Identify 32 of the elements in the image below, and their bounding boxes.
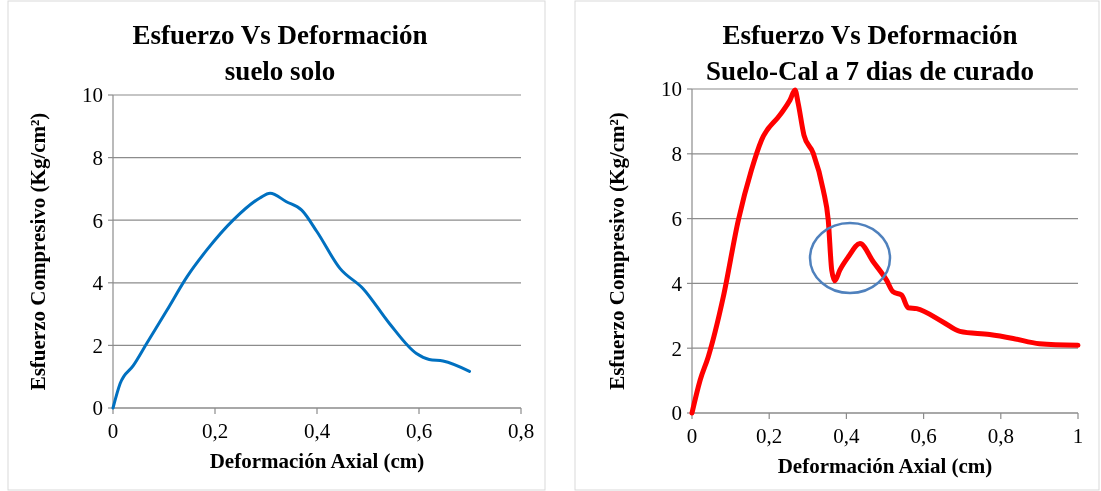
y-axis-title: Esfuerzo Compresivo (Kg/cm²) [26, 112, 50, 391]
y-axis-title: Esfuerzo Compresivo (Kg/cm²) [605, 112, 629, 390]
x-axis-title: Deformación Axial (cm) [209, 449, 425, 473]
x-tick-label: 0,6 [910, 424, 937, 448]
x-tick-label: 0,8 [987, 424, 1014, 448]
x-tick-label: 0,6 [405, 419, 433, 443]
x-tick-label: 0,4 [303, 419, 331, 443]
x-tick-label: 0,2 [756, 424, 783, 448]
chart-subtitle: suelo solo [224, 56, 336, 86]
x-tick-label: 0,8 [507, 419, 535, 443]
y-tick-label: 0 [671, 401, 682, 426]
y-tick-label: 2 [671, 336, 682, 361]
y-tick-label: 4 [92, 271, 104, 296]
y-tick-label: 10 [82, 83, 103, 108]
y-tick-label: 0 [92, 396, 103, 421]
y-tick-label: 8 [671, 142, 682, 167]
y-tick-label: 6 [92, 208, 103, 233]
y-tick-label: 2 [92, 333, 103, 358]
x-tick-label: 0 [686, 424, 698, 448]
line-series [111, 191, 471, 410]
x-tick-label: 1 [1072, 424, 1084, 448]
x-tick-label: 0 [107, 419, 119, 443]
x-tick-label: 0,4 [833, 424, 861, 448]
y-tick-label: 10 [661, 77, 682, 102]
y-tick-label: 6 [671, 206, 682, 231]
x-axis-title: Deformación Axial (cm) [777, 454, 993, 478]
y-tick-label: 8 [92, 145, 103, 170]
chart-title: Esfuerzo Vs Deformación [722, 20, 1018, 50]
chart-subtitle: Suelo-Cal a 7 dias de curado [706, 56, 1034, 86]
y-tick-label: 4 [671, 271, 683, 296]
chart-title: Esfuerzo Vs Deformación [132, 20, 428, 50]
x-tick-label: 0,2 [201, 419, 229, 443]
